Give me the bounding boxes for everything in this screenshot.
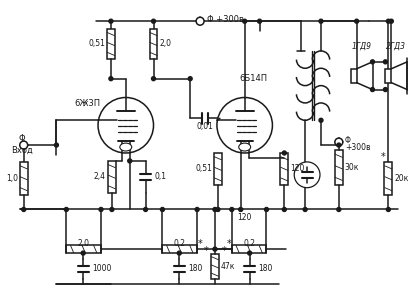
Circle shape [196,17,204,25]
Circle shape [213,247,217,251]
Bar [150,29,158,59]
Text: Φ: Φ [18,134,25,143]
Circle shape [383,60,387,64]
Circle shape [230,207,234,211]
Circle shape [354,19,359,23]
Circle shape [383,88,387,92]
Text: 1000: 1000 [92,264,111,273]
Text: 0,1: 0,1 [155,172,166,181]
Bar [66,245,101,253]
Text: *: * [221,246,226,256]
Bar [214,153,222,185]
Text: 0,2: 0,2 [243,239,255,248]
Circle shape [195,207,199,211]
Circle shape [144,207,147,211]
Text: *: * [198,239,202,249]
Circle shape [216,207,220,211]
Text: 0,51: 0,51 [88,39,105,48]
Text: 30к: 30к [345,163,359,172]
Circle shape [110,207,114,211]
Text: *: * [204,246,208,256]
Text: 2,4: 2,4 [94,172,106,181]
Circle shape [160,207,164,211]
Text: *: * [226,239,231,249]
Text: 180: 180 [188,264,202,273]
Text: 1,0: 1,0 [6,174,18,183]
Circle shape [294,162,320,188]
Ellipse shape [120,143,132,151]
Circle shape [20,141,28,149]
Bar [351,69,357,83]
Circle shape [99,207,103,211]
Text: 20к: 20к [394,174,409,183]
Text: 1ГД9: 1ГД9 [352,41,372,51]
Circle shape [386,19,390,23]
Circle shape [81,251,85,255]
Circle shape [177,251,181,255]
Text: *: * [381,152,386,162]
Text: Φ +300в: Φ +300в [207,15,244,24]
Bar [281,153,288,185]
Text: 0,51: 0,51 [195,164,212,173]
Text: 120: 120 [237,213,252,222]
Text: 0,2: 0,2 [174,239,186,248]
Text: 120: 120 [290,164,304,173]
Text: +300в: +300в [345,142,370,152]
Bar [211,254,219,279]
Text: Вход: Вход [11,145,33,155]
Circle shape [319,118,323,122]
Text: 180: 180 [259,264,273,273]
Bar [232,245,266,253]
Circle shape [188,77,192,81]
Circle shape [319,19,323,23]
Circle shape [248,251,252,255]
Bar [335,150,343,185]
Text: 47к: 47к [221,262,235,271]
Bar [163,245,197,253]
Circle shape [152,19,155,23]
Text: 2,0: 2,0 [160,39,171,48]
Circle shape [257,19,262,23]
Text: 6Б14П: 6Б14П [240,74,268,83]
Text: 2ГД3: 2ГД3 [386,41,406,51]
Bar [20,162,28,195]
Text: Φ: Φ [345,136,351,145]
Circle shape [22,207,26,211]
Circle shape [243,19,247,23]
Circle shape [109,19,113,23]
Text: 6Ж̷3П: 6Ж̷3П [74,99,100,108]
Ellipse shape [239,143,251,151]
Circle shape [217,98,273,153]
Circle shape [265,207,268,211]
Circle shape [109,77,113,81]
Circle shape [337,207,341,211]
Circle shape [55,143,58,147]
Circle shape [282,151,286,155]
Circle shape [335,138,343,146]
Circle shape [337,143,341,147]
Bar [384,162,392,195]
Text: 0,01: 0,01 [197,122,213,131]
Circle shape [303,207,307,211]
Bar [107,29,115,59]
Circle shape [213,207,217,211]
Text: 2,0: 2,0 [78,239,89,248]
Circle shape [389,19,393,23]
Circle shape [239,207,243,211]
Circle shape [64,207,68,211]
Circle shape [370,60,375,64]
Bar [386,69,391,83]
Circle shape [152,77,155,81]
Circle shape [370,88,375,92]
Circle shape [98,98,154,153]
Circle shape [282,207,286,211]
Circle shape [386,207,390,211]
Circle shape [128,159,132,163]
Bar [108,161,116,193]
